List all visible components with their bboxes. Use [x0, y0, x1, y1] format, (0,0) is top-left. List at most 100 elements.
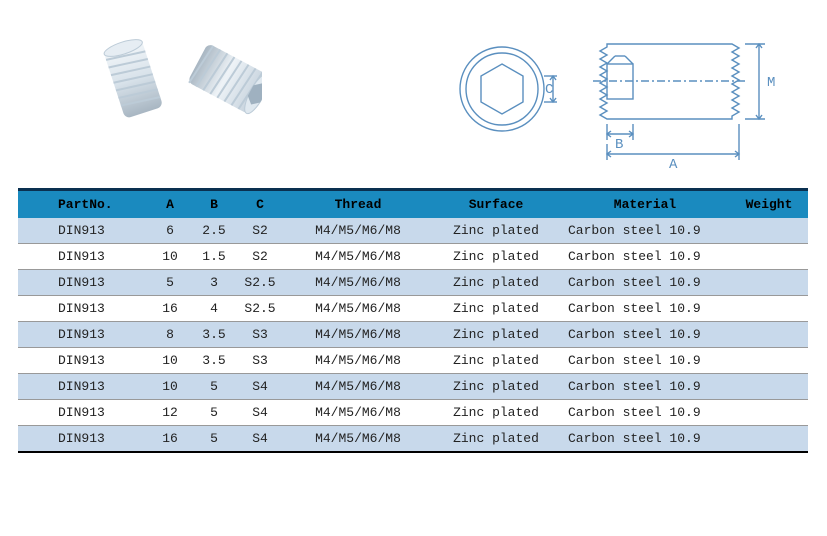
table-cell: M4/M5/M6/M8	[284, 400, 432, 426]
table-cell: Carbon steel 10.9	[560, 322, 730, 348]
col-thread: Thread	[284, 190, 432, 219]
table-cell: 10	[148, 374, 192, 400]
col-c: C	[236, 190, 284, 219]
table-cell: M4/M5/M6/M8	[284, 426, 432, 453]
table-cell: 3	[192, 270, 236, 296]
table-cell: DIN913	[18, 322, 148, 348]
product-photo	[100, 18, 262, 126]
table-cell: M4/M5/M6/M8	[284, 322, 432, 348]
table-cell: 3.5	[192, 348, 236, 374]
spec-table: PartNo. A B C Thread Surface Material We…	[18, 188, 808, 453]
table-cell: DIN913	[18, 218, 148, 244]
screw-photo-2	[184, 37, 262, 125]
table-cell: Carbon steel 10.9	[560, 244, 730, 270]
table-row: DIN91362.5S2M4/M5/M6/M8Zinc platedCarbon…	[18, 218, 808, 244]
table-cell: M4/M5/M6/M8	[284, 244, 432, 270]
table-cell: Carbon steel 10.9	[560, 270, 730, 296]
table-cell: DIN913	[18, 374, 148, 400]
page: C	[0, 0, 827, 453]
table-row: DIN91353S2.5M4/M5/M6/M8Zinc platedCarbon…	[18, 270, 808, 296]
dim-label-b: B	[615, 137, 623, 153]
table-cell: DIN913	[18, 244, 148, 270]
table-row: DIN913164S2.5M4/M5/M6/M8Zinc platedCarbo…	[18, 296, 808, 322]
table-cell: 2.5	[192, 218, 236, 244]
table-cell	[730, 400, 808, 426]
table-cell: Zinc plated	[432, 270, 560, 296]
table-cell: 10	[148, 244, 192, 270]
table-cell: Carbon steel 10.9	[560, 374, 730, 400]
dim-label-c: C	[545, 82, 553, 98]
dim-label-m: M	[767, 75, 775, 91]
table-cell: M4/M5/M6/M8	[284, 270, 432, 296]
screw-photo-1	[100, 36, 170, 126]
table-cell: 16	[148, 426, 192, 453]
table-cell: S3	[236, 322, 284, 348]
table-cell: M4/M5/M6/M8	[284, 374, 432, 400]
table-body: DIN91362.5S2M4/M5/M6/M8Zinc platedCarbon…	[18, 218, 808, 452]
table-cell	[730, 426, 808, 453]
table-header-row: PartNo. A B C Thread Surface Material We…	[18, 190, 808, 219]
diagram-side-view: B A M	[587, 24, 787, 184]
table-cell: 12	[148, 400, 192, 426]
table-cell: Carbon steel 10.9	[560, 426, 730, 453]
table-cell: M4/M5/M6/M8	[284, 296, 432, 322]
table-cell: 5	[192, 374, 236, 400]
col-surface: Surface	[432, 190, 560, 219]
table-cell: Carbon steel 10.9	[560, 400, 730, 426]
table-cell: S2.5	[236, 296, 284, 322]
table-cell	[730, 218, 808, 244]
table-cell	[730, 374, 808, 400]
table-cell: S3	[236, 348, 284, 374]
table-cell: DIN913	[18, 296, 148, 322]
diagram-front-view: C	[447, 24, 567, 174]
table-cell: DIN913	[18, 348, 148, 374]
table-cell: Zinc plated	[432, 400, 560, 426]
table-cell	[730, 244, 808, 270]
table-cell: Carbon steel 10.9	[560, 348, 730, 374]
table-cell: Zinc plated	[432, 348, 560, 374]
technical-diagrams: C	[447, 18, 787, 184]
table-cell: 5	[148, 270, 192, 296]
table-cell: 16	[148, 296, 192, 322]
table-cell: Carbon steel 10.9	[560, 296, 730, 322]
table-cell: Zinc plated	[432, 374, 560, 400]
table-cell: S2	[236, 244, 284, 270]
table-cell: DIN913	[18, 426, 148, 453]
table-cell	[730, 322, 808, 348]
table-cell: M4/M5/M6/M8	[284, 218, 432, 244]
table-cell: DIN913	[18, 270, 148, 296]
table-row: DIN913105S4M4/M5/M6/M8Zinc platedCarbon …	[18, 374, 808, 400]
table-cell: Zinc plated	[432, 218, 560, 244]
table-row: DIN913103.5S3M4/M5/M6/M8Zinc platedCarbo…	[18, 348, 808, 374]
table-cell: S4	[236, 374, 284, 400]
table-row: DIN913165S4M4/M5/M6/M8Zinc platedCarbon …	[18, 426, 808, 453]
table-cell: Carbon steel 10.9	[560, 218, 730, 244]
table-cell: 6	[148, 218, 192, 244]
table-row: DIN913125S4M4/M5/M6/M8Zinc platedCarbon …	[18, 400, 808, 426]
col-a: A	[148, 190, 192, 219]
table-row: DIN91383.5S3M4/M5/M6/M8Zinc platedCarbon…	[18, 322, 808, 348]
table-row: DIN913101.5S2M4/M5/M6/M8Zinc platedCarbo…	[18, 244, 808, 270]
dim-label-a: A	[669, 157, 678, 173]
table-cell: S4	[236, 426, 284, 453]
table-cell: DIN913	[18, 400, 148, 426]
table-cell: 4	[192, 296, 236, 322]
table-cell: Zinc plated	[432, 296, 560, 322]
table-cell: 8	[148, 322, 192, 348]
table-cell: Zinc plated	[432, 426, 560, 453]
table-cell: 3.5	[192, 322, 236, 348]
table-cell	[730, 348, 808, 374]
table-cell: 1.5	[192, 244, 236, 270]
table-cell: Zinc plated	[432, 244, 560, 270]
top-illustrations: C	[0, 18, 827, 188]
table-cell: Zinc plated	[432, 322, 560, 348]
table-cell: 10	[148, 348, 192, 374]
table-cell: 5	[192, 400, 236, 426]
col-material: Material	[560, 190, 730, 219]
table-cell: 5	[192, 426, 236, 453]
col-weight: Weight	[730, 190, 808, 219]
table-cell: S2	[236, 218, 284, 244]
col-partno: PartNo.	[18, 190, 148, 219]
col-b: B	[192, 190, 236, 219]
table-cell	[730, 270, 808, 296]
